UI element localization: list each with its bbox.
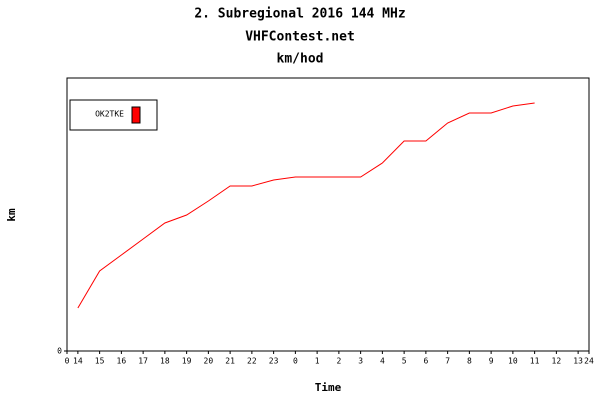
x-tick-label: 0 (65, 357, 70, 366)
chart-title: 2. Subregional 2016 144 MHz (194, 7, 405, 22)
data-line (77, 102, 535, 309)
chart-subtitle: VHFContest.net (245, 30, 355, 45)
x-tick-label: 8 (467, 357, 472, 366)
x-tick-label: 11 (530, 357, 540, 366)
x-tick-label: 22 (247, 357, 257, 366)
x-tick-label: 2 (336, 357, 341, 366)
y-tick-label: 0 (57, 347, 62, 356)
legend-label: OK2TKE (95, 110, 124, 119)
x-tick-label: 12 (552, 357, 562, 366)
x-tick-label: 20 (204, 357, 214, 366)
x-tick-label: 15 (95, 357, 105, 366)
x-tick-label: 16 (117, 357, 127, 366)
plot-frame (66, 77, 590, 352)
unit-title: km/hod (277, 52, 324, 67)
x-tick-label: 3 (358, 357, 363, 366)
x-tick-label: 4 (380, 357, 385, 366)
x-tick-label: 24 (584, 357, 594, 366)
x-tick-label: 23 (269, 357, 279, 366)
x-tick-label: 19 (182, 357, 192, 366)
legend-swatch (131, 106, 141, 124)
x-tick-label: 21 (225, 357, 235, 366)
x-tick-label: 18 (160, 357, 170, 366)
x-tick-label: 1 (315, 357, 320, 366)
x-tick-label: 5 (402, 357, 407, 366)
x-tick-label: 14 (73, 357, 83, 366)
y-axis-label: km (5, 208, 18, 222)
x-tick-label: 10 (508, 357, 518, 366)
x-tick-label: 13 (573, 357, 583, 366)
x-tick-label: 17 (138, 357, 148, 366)
legend-box (69, 99, 158, 131)
x-axis-label: Time (315, 381, 342, 394)
x-tick-label: 0 (293, 357, 298, 366)
x-tick-label: 6 (423, 357, 428, 366)
x-tick-label: 9 (489, 357, 494, 366)
x-tick-label: 7 (445, 357, 450, 366)
